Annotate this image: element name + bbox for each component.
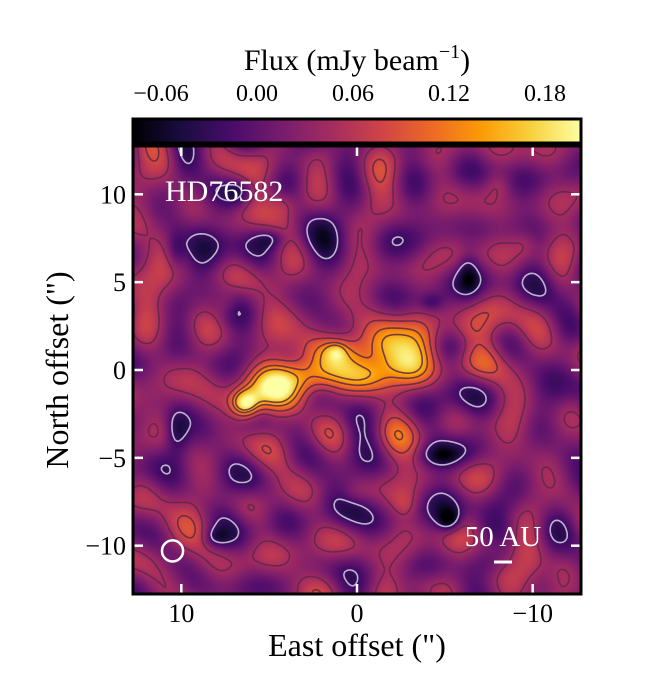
flux-map — [133, 146, 581, 594]
y-tick-label: −5 — [98, 444, 126, 473]
x-axis-label: East offset (") — [268, 627, 446, 663]
y-tick-labels: 10 5 0 −5 −10 — [85, 180, 126, 560]
x-tick-labels: 10 0 −10 — [168, 599, 553, 628]
y-tick-label: 5 — [113, 268, 126, 297]
plot-frame — [131, 144, 583, 596]
x-tick-label: 0 — [351, 599, 364, 628]
colorbar-label: Flux (mJy beam−1) — [244, 41, 470, 77]
object-label: HD76582 — [165, 175, 283, 208]
colorbar-tick-label: 0.12 — [428, 81, 470, 107]
beam-ellipse — [160, 539, 185, 563]
y-tick-label: 0 — [113, 356, 126, 385]
colorbar-label-close: ) — [460, 44, 470, 77]
colorbar-tick-labels: −0.06 0.00 0.06 0.12 0.18 — [133, 81, 566, 107]
colorbar-tick-label: 0.06 — [332, 81, 374, 107]
contour-positive — [231, 327, 429, 441]
y-tick-label: 10 — [100, 180, 126, 209]
scale-bar-label: 50 AU — [465, 521, 542, 553]
colorbar-frame — [131, 117, 583, 145]
colorbar — [133, 119, 581, 143]
axis-ticks — [133, 146, 581, 594]
colorbar-tick-label: 0.00 — [236, 81, 278, 107]
y-axis-label: North offset (") — [39, 271, 75, 468]
x-tick-label: 10 — [168, 599, 194, 628]
colorbar-label-exponent: −1 — [439, 41, 460, 63]
colorbar-tick-label: −0.06 — [133, 81, 189, 107]
contour-positive — [234, 333, 423, 411]
colorbar-tick-label: 0.18 — [524, 81, 566, 107]
x-tick-label: −10 — [512, 599, 553, 628]
y-tick-label: −10 — [85, 532, 126, 561]
colorbar-label-main: Flux (mJy beam — [244, 44, 439, 77]
